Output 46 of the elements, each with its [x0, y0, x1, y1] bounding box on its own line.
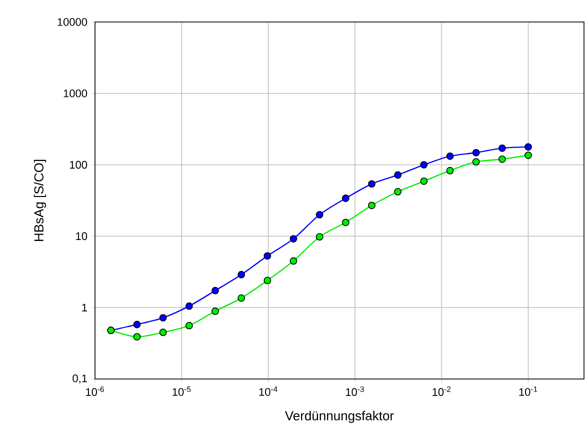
y-tick-label: 10000: [58, 18, 88, 26]
point: [368, 202, 376, 210]
point: [498, 155, 506, 163]
point: [368, 180, 376, 188]
point: [472, 158, 480, 166]
point: [342, 218, 350, 226]
point: [420, 161, 428, 168]
x-tick-label: 10$^{-5}$: [172, 386, 191, 396]
point: [446, 152, 454, 160]
y-tick-label: 100: [70, 160, 88, 169]
y-tick-label: 10: [76, 232, 88, 240]
point: [185, 302, 193, 310]
point: [159, 314, 167, 322]
point: [264, 276, 272, 284]
y-tick-label: 1: [82, 304, 87, 312]
point: [133, 333, 141, 340]
point: [316, 211, 324, 218]
point: [498, 144, 506, 152]
point: [524, 143, 532, 151]
point: [342, 194, 350, 202]
point: [238, 270, 246, 278]
point: [394, 171, 402, 179]
point: [446, 166, 454, 174]
y-tick-label: 1000: [64, 90, 88, 98]
point: [238, 294, 246, 302]
y-axis-title: HBsAg [S/CO]: [34, 160, 46, 241]
y-tick-label: 0,1: [72, 374, 87, 384]
point: [524, 152, 532, 159]
point: [185, 322, 193, 330]
x-tick-label: 10$^{-2}$: [432, 386, 450, 396]
point: [290, 257, 298, 265]
point: [264, 252, 272, 260]
point: [420, 177, 428, 185]
x-axis-title: Verdünnungsfaktor: [284, 410, 394, 423]
x-tick-label: 10$^{-3}$: [346, 386, 364, 396]
point: [472, 148, 480, 156]
x-tick-label: 10$^{-6}$: [86, 386, 104, 396]
point: [316, 233, 324, 241]
x-tick-label: 10$^{-1}$: [519, 386, 538, 396]
point: [159, 328, 167, 336]
point: [212, 308, 219, 315]
point: [394, 188, 402, 196]
point: [290, 235, 298, 242]
point: [133, 320, 141, 328]
x-tick-label: 10$^{-4}$: [259, 386, 278, 396]
point: [212, 286, 219, 294]
